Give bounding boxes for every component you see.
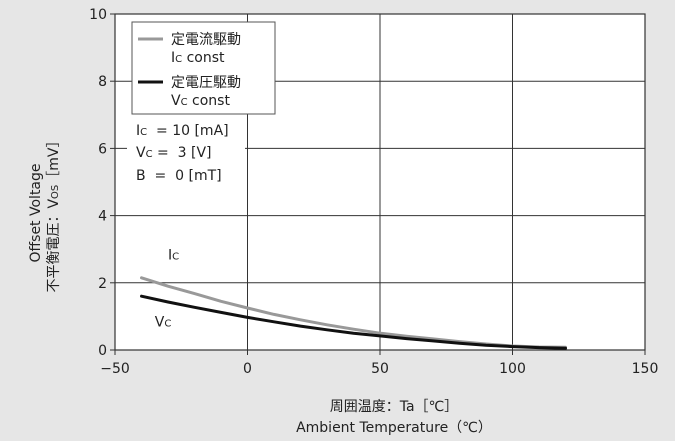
legend-sub-constant-voltage: VC const [171, 93, 230, 109]
conditions-box: IC = 10 [mA] VC = 3 [V] B = 0 [mT] [127, 118, 245, 190]
x-tick-label: 50 [371, 361, 389, 377]
legend-label-constant-current: 定電流駆動 [171, 32, 241, 48]
conditions-background [127, 118, 245, 190]
series-lines [140, 276, 567, 350]
condition-current: IC = 10 [mA] [136, 123, 229, 139]
condition-field: B = 0 [mT] [136, 168, 222, 184]
x-tick-label: 0 [243, 361, 252, 377]
legend-box [131, 21, 276, 115]
x-axis-label-jp: 周囲温度：Ta［℃］ [330, 399, 459, 415]
y-axis-label-jp: 不平衡電圧：VOS［mV］ [46, 133, 62, 292]
legend-sub-constant-current: IC const [171, 50, 225, 66]
series-label-ic: IC [168, 247, 179, 263]
x-tick-label: 150 [632, 361, 659, 377]
series-line-constant-voltage [140, 294, 567, 350]
x-tick-label: 100 [499, 361, 526, 377]
legend: 定電流駆動 IC const 定電圧駆動 VC const [131, 21, 276, 115]
y-tick-label: 0 [98, 343, 107, 359]
y-axis-label-en: Offset Voltage [28, 163, 44, 262]
x-axis-label-en: Ambient Temperature（℃） [296, 420, 492, 436]
condition-voltage: VC = 3 [V] [136, 145, 212, 161]
y-tick-label: 2 [98, 276, 107, 292]
y-tick-label: 8 [98, 74, 107, 90]
series-label-vc: VC [155, 314, 172, 330]
y-tick-label: 4 [98, 209, 107, 225]
y-tick-labels: 0 2 4 6 8 10 [89, 7, 107, 359]
x-tick-labels: −50 0 50 100 150 [100, 361, 658, 377]
y-tick-label: 10 [89, 7, 107, 23]
x-tick-label: −50 [100, 361, 130, 377]
legend-label-constant-voltage: 定電圧駆動 [171, 75, 241, 91]
y-tick-label: 6 [98, 141, 107, 157]
